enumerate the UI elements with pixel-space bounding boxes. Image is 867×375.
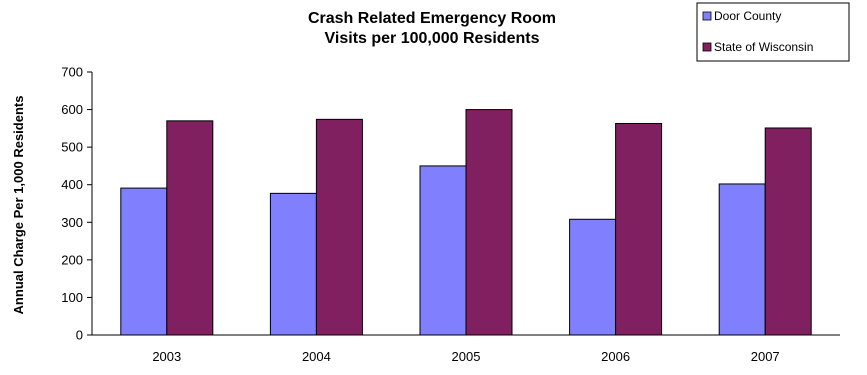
plot-area: 0 100 200 300 400 500 600 700 2003 2004 2005 2006 20… xyxy=(61,65,840,364)
y-tick-label: 100 xyxy=(61,290,83,305)
legend-swatch-state-of-wisconsin xyxy=(702,42,712,52)
bar-state-of-wisconsin-2004 xyxy=(315,118,363,336)
bar-door-county-2007 xyxy=(718,183,766,336)
x-tick-label: 2003 xyxy=(152,349,181,364)
bar-door-county-2006 xyxy=(569,218,617,336)
bar-state-of-wisconsin-2006 xyxy=(615,122,663,336)
bar-state-of-wisconsin-2007 xyxy=(764,127,812,336)
y-tick-label: 200 xyxy=(61,252,83,267)
legend: Door County State of Wisconsin xyxy=(696,2,850,62)
legend-box xyxy=(696,2,850,62)
x-tick-label: 2007 xyxy=(751,349,780,364)
y-tick-label: 0 xyxy=(76,328,83,343)
y-axis-label: Annual Charge Per 1,000 Residents xyxy=(11,96,26,315)
legend-swatch-door-county xyxy=(702,11,712,21)
bar-door-county-2004 xyxy=(269,192,317,336)
x-tick-label: 2005 xyxy=(452,349,481,364)
y-tick-label: 300 xyxy=(61,215,83,230)
x-tick-label: 2006 xyxy=(601,349,630,364)
bar-door-county-2005 xyxy=(419,165,467,336)
legend-label-state-of-wisconsin: State of Wisconsin xyxy=(714,40,813,54)
y-tick-label: 600 xyxy=(61,102,83,117)
y-tick-label: 500 xyxy=(61,140,83,155)
chart-title-line-2: Visits per 100,000 Residents xyxy=(325,30,540,47)
bar-state-of-wisconsin-2003 xyxy=(166,120,214,336)
legend-label-door-county: Door County xyxy=(714,9,781,23)
y-tick-label: 700 xyxy=(61,65,83,80)
y-tick-label: 400 xyxy=(61,177,83,192)
x-tick-label: 2004 xyxy=(302,349,331,364)
chart-title-line-1: Crash Related Emergency Room xyxy=(308,10,556,27)
bar-state-of-wisconsin-2005 xyxy=(465,109,513,336)
bar-door-county-2003 xyxy=(120,187,168,336)
